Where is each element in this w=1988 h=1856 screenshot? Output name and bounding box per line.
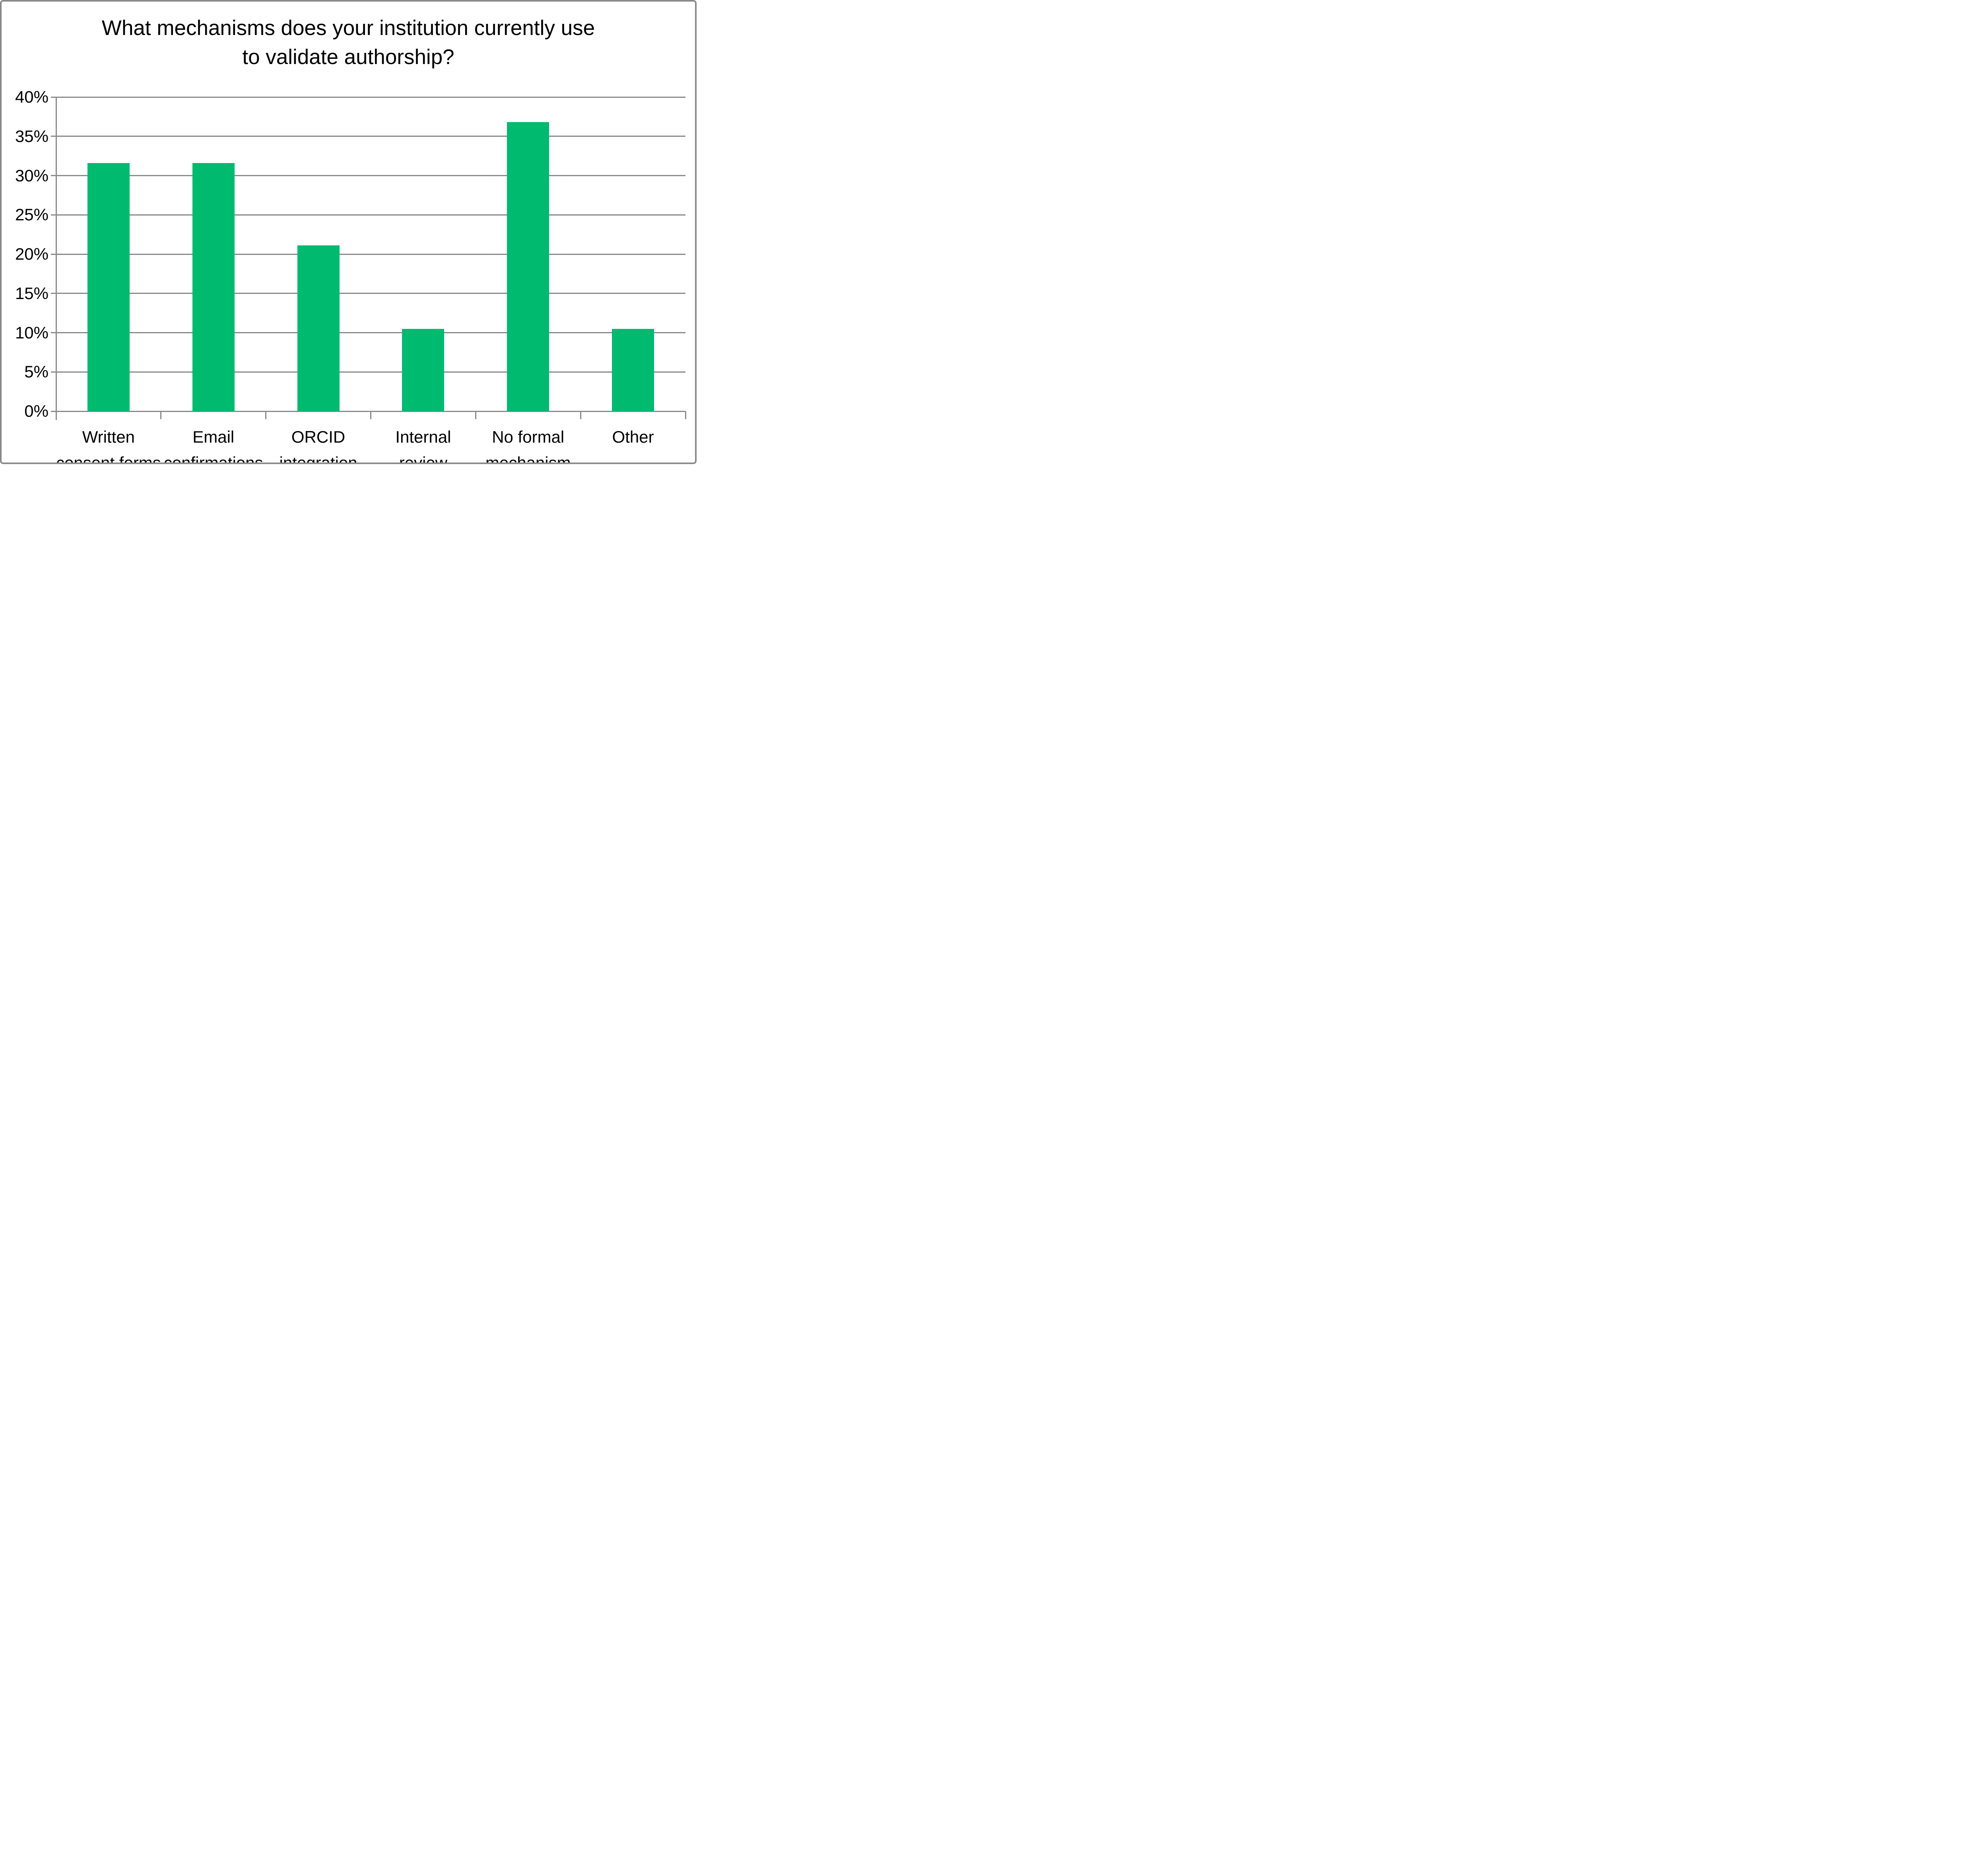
category-label-line: confirmations (163, 453, 263, 464)
chart-title: What mechanisms does your institution cu… (2, 14, 695, 72)
plot-area: 40% 35% 30% 25% 20% 15% 10% 5% 0% Written consent … (2, 2, 695, 463)
y-axis-tick-label: 35% (15, 126, 49, 146)
category-label: No formal mechanism (476, 424, 580, 464)
x-axis-tick (685, 411, 686, 419)
category-label-line: mechanism (485, 453, 571, 464)
x-axis-tick (160, 411, 162, 419)
gridline (51, 293, 685, 294)
x-axis-tick (265, 411, 267, 419)
gridline (51, 410, 685, 412)
category-label-line: Written (82, 428, 135, 446)
chart-canvas: What mechanisms does your institution cu… (0, 0, 697, 464)
bar-written-consent-forms (87, 163, 130, 411)
category-label: Other (580, 424, 685, 450)
y-axis-line (55, 96, 57, 420)
x-axis-tick (580, 411, 581, 419)
y-axis-tick-label: 40% (15, 87, 49, 106)
gridline (51, 214, 685, 216)
y-axis-tick-label: 30% (15, 166, 49, 185)
chart-title-line1: What mechanisms does your institution cu… (101, 16, 595, 40)
category-label-line: No formal (492, 428, 565, 446)
gridline (51, 136, 685, 137)
category-label-line: consent forms (56, 453, 161, 464)
y-axis-tick-label: 5% (24, 362, 49, 381)
bar-other (612, 328, 654, 411)
y-axis-tick-label: 25% (15, 205, 49, 224)
category-label-line: integration (279, 453, 357, 464)
gridline (51, 253, 685, 255)
y-axis-tick-label: 20% (15, 245, 49, 263)
category-label-line: Other (612, 428, 654, 446)
gridline (51, 371, 685, 373)
category-label: Internal reviewprocess (371, 424, 476, 464)
gridline (51, 96, 685, 98)
y-axis-tick-label: 15% (15, 284, 49, 303)
category-label: Email confirmations (161, 424, 266, 464)
bar-no-formal-mechanism (507, 122, 549, 411)
bar-email-confirmations (192, 163, 235, 411)
y-axis-tick-label: 10% (15, 323, 49, 342)
bar-orcid-integration (297, 245, 340, 411)
chart-title-line2: to validate authorship? (242, 45, 454, 69)
x-axis-tick (475, 411, 476, 419)
gridline (51, 332, 685, 333)
gridline (51, 175, 685, 176)
x-axis-tick (370, 411, 371, 419)
category-label: ORCID integration (266, 424, 371, 464)
category-label: Written consent forms (56, 424, 161, 464)
y-axis-tick-label: 0% (24, 402, 49, 420)
bar-internal-review-process (402, 328, 445, 411)
category-label-line: ORCID (291, 428, 346, 446)
category-label-line: Internal review (395, 428, 451, 464)
category-label-line: Email (192, 428, 235, 446)
